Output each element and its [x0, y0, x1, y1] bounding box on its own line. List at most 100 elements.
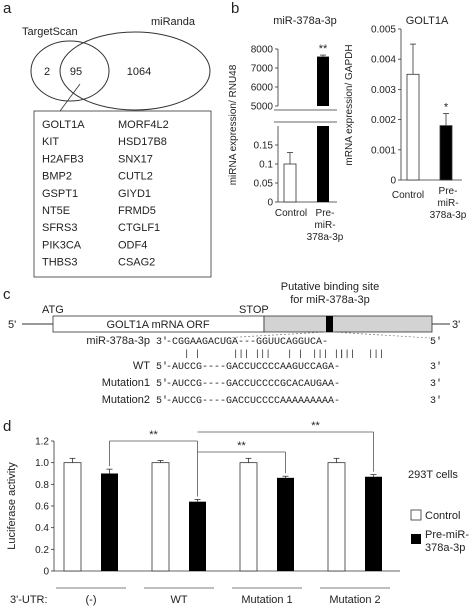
- bar-control: [63, 462, 82, 572]
- legend-swatch-control: [410, 509, 422, 521]
- x-tick-label: Pre-: [439, 186, 458, 197]
- alignment-prime: 5': [156, 395, 168, 407]
- gene-name: SFRS3: [42, 222, 77, 234]
- alignment-row-label: Mutation1: [102, 377, 150, 389]
- alignment-sequence: -CGGAAGACUGA---GGUUCAGGUCA-: [166, 337, 328, 348]
- significance-label: **: [237, 440, 246, 452]
- gene-name: GSPT1: [42, 188, 78, 200]
- bar-control: [406, 73, 420, 181]
- alignment-prime: 5': [430, 336, 442, 348]
- gene-name: PIK3CA: [42, 239, 82, 251]
- bar-premir: [101, 473, 118, 571]
- gene-name: SNX17: [118, 153, 153, 165]
- panel-a-label: a: [3, 0, 12, 17]
- cell-line-label: 293T cells: [408, 469, 458, 481]
- x-tick-label: miR-: [314, 220, 335, 231]
- x-tick-label: (-): [86, 594, 97, 606]
- bar-control: [239, 462, 258, 572]
- gene-name: ODF4: [118, 239, 147, 251]
- x-tick-label: Control: [275, 208, 307, 219]
- alignment-prime: 3': [430, 395, 442, 407]
- utr-box: [263, 315, 433, 333]
- venn-count-left: 2: [44, 66, 50, 78]
- bar-premir: [439, 125, 453, 181]
- gene-name: CTGLF1: [118, 222, 160, 234]
- alignment-prime: 3': [430, 378, 442, 390]
- alignment-prime: 5': [156, 378, 168, 390]
- y-axis-label: miRNA expression/ RNU48: [228, 64, 239, 185]
- base-pair-marks: |||: [368, 349, 384, 359]
- three-prime-label: 3': [452, 319, 460, 331]
- gene-name: KIT: [42, 136, 59, 148]
- alignment-prime: 3': [156, 336, 168, 348]
- alignment-sequence: -AUCCG----GACCUCCCCAAAAAAAAA-: [166, 396, 340, 407]
- base-pair-marks: | |: [184, 349, 200, 359]
- sequence-alignment: miR-378a-3p 3'-CGGAAGACUGA---GGUUCAGGUCA-…: [86, 335, 442, 407]
- venn-count-overlap: 95: [70, 66, 82, 78]
- x-tick-label: Mutation 2: [329, 594, 380, 606]
- alignment-sequence: -AUCCG----GACCUCCCCAAGUCCAGA-: [166, 362, 340, 373]
- gene-name: HSD17B8: [118, 136, 167, 148]
- legend-swatch-premir: [411, 534, 421, 544]
- y-tick-label: 0.005: [371, 25, 396, 36]
- y-tick-label: 0.1: [259, 160, 273, 171]
- y-tick-label: 0.002: [371, 115, 396, 126]
- gene-name: BMP2: [42, 171, 72, 183]
- x-tick-label: Pre-: [316, 208, 335, 219]
- y-tick-label: 0: [267, 198, 273, 209]
- chart-golt1a-expression: GOLT1A mRNA expression/ GAPDH 0 0.001 0.002 0…: [344, 15, 467, 221]
- y-tick-label: 0.003: [371, 85, 396, 96]
- y-tick-label: 0.4: [35, 523, 49, 534]
- gene-list: GOLT1A KIT H2AFB3 BMP2 GSPT1 NT5E SFRS3 PIK3CA T…: [42, 119, 169, 269]
- venn-label-miranda: miRanda: [151, 16, 196, 28]
- y-tick-label: 0.05: [254, 179, 274, 190]
- x-tick-label: 378a-3p: [430, 210, 467, 221]
- bar-premir: [277, 477, 294, 571]
- base-pair-marks: ||| |||: [312, 349, 350, 359]
- gene-name: H2AFB3: [42, 153, 84, 165]
- bar-premir-lower: [317, 126, 329, 202]
- bar-control: [327, 462, 346, 572]
- panel-b-label: b: [231, 0, 239, 17]
- y-tick-label: 7000: [251, 64, 274, 75]
- gene-list-box: [33, 110, 212, 278]
- significance-label: *: [444, 102, 449, 114]
- panel-d-label: d: [3, 418, 11, 435]
- significance-label: **: [149, 429, 158, 441]
- venn-circle-targetscan: [30, 40, 110, 102]
- venn-callout-line: [59, 83, 81, 112]
- y-tick-label: 1.2: [35, 437, 49, 448]
- alignment-row-label: WT: [133, 360, 150, 372]
- gene-name: CSAG2: [118, 257, 155, 269]
- gene-name: GOLT1A: [42, 119, 85, 131]
- x-tick-label: WT: [170, 594, 187, 606]
- binding-site-marker: [326, 316, 333, 332]
- venn-circle-miranda: [59, 31, 211, 111]
- bar-premir: [189, 501, 206, 571]
- alignment-prime: 5': [156, 361, 168, 373]
- bar-premir-upper: [317, 56, 329, 106]
- y-tick-label: 0.8: [35, 480, 49, 491]
- legend-label-premir-1: Pre-miR-: [425, 529, 469, 541]
- y-axis-label: Luciferase activity: [6, 462, 18, 550]
- base-pair-marks: | |: [339, 349, 355, 359]
- utr-row-label: 3'-UTR:: [10, 594, 48, 606]
- y-tick-label: 0.001: [371, 145, 396, 156]
- x-tick-label: Control: [392, 190, 424, 201]
- legend-label-premir-2: 378a-3p: [425, 542, 465, 554]
- y-tick-label: 5000: [251, 102, 274, 113]
- significance-label: **: [319, 43, 328, 55]
- alignment-prime: 3': [430, 361, 442, 373]
- gene-name: CUTL2: [118, 171, 153, 183]
- base-pair-marks: | |: [287, 349, 303, 359]
- y-tick-label: 1.0: [35, 458, 49, 469]
- y-tick-label: 0.6: [35, 502, 49, 513]
- y-tick-label: 0.004: [371, 55, 396, 66]
- alignment-row-label: miR-378a-3p: [86, 335, 150, 347]
- chart-title: miR-378a-3p: [273, 15, 337, 27]
- legend-label-control: Control: [425, 510, 460, 522]
- zoom-line-left: [221, 331, 327, 339]
- binding-site-label-2: for miR-378a-3p: [290, 294, 369, 306]
- bar-control: [151, 462, 170, 572]
